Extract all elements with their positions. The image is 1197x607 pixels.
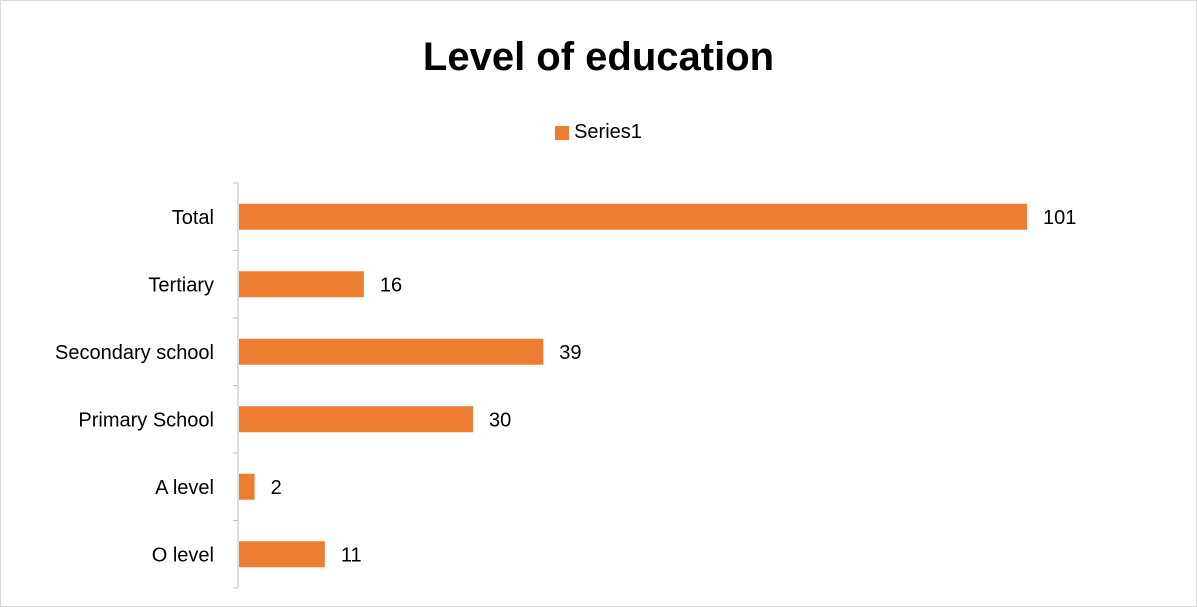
- category-label: Total: [172, 207, 214, 229]
- legend-swatch: [555, 125, 570, 140]
- data-label: 30: [489, 409, 511, 431]
- data-label: 39: [559, 342, 581, 364]
- data-label: 11: [341, 544, 362, 566]
- category-label: A level: [155, 477, 214, 499]
- data-label: 2: [271, 477, 282, 499]
- data-label: 101: [1043, 207, 1076, 229]
- bar-secondary-school: [239, 338, 544, 365]
- bar-a-level: [239, 473, 255, 500]
- legend-label: Series1: [574, 121, 642, 143]
- bar-tertiary: [239, 271, 364, 298]
- chart-legend: Series1: [1, 121, 1196, 144]
- category-label: Primary School: [78, 409, 214, 431]
- data-label: 16: [380, 274, 402, 296]
- category-label: Tertiary: [148, 274, 214, 296]
- bar-total: [239, 203, 1027, 230]
- bar-o-level: [239, 541, 325, 568]
- category-label: Secondary school: [55, 342, 214, 364]
- bar-primary-school: [239, 406, 474, 433]
- category-label: O level: [152, 544, 214, 566]
- chart-title: Level of education: [422, 35, 775, 79]
